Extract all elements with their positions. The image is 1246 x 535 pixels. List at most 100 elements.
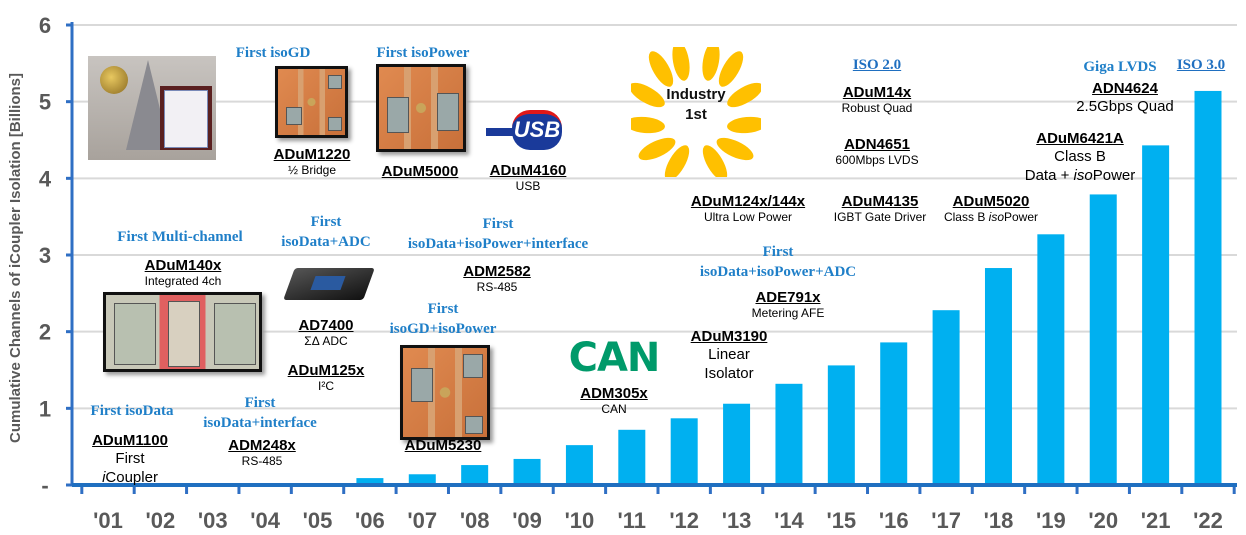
part-number[interactable]: ADuM125x bbox=[287, 362, 365, 379]
x-tick-label: '10 bbox=[565, 508, 595, 533]
industry-first-laurel-badge: Industry 1st bbox=[625, 41, 767, 181]
y-tick-labels: - 1 2 3 4 5 6 bbox=[39, 13, 52, 498]
can-logo: CAN bbox=[568, 335, 661, 381]
part-number[interactable]: ADuM5020 bbox=[952, 193, 1030, 210]
heading-line: isoData+ADC bbox=[281, 234, 371, 250]
part-number[interactable]: ADM248x bbox=[228, 437, 296, 454]
product-description: Data + isoPower bbox=[1024, 167, 1136, 184]
part-number[interactable]: ADuM5230 bbox=[404, 437, 482, 454]
product-callout: ADuM14x Robust Quad bbox=[842, 84, 913, 116]
bar-20 bbox=[1089, 194, 1117, 485]
bar-15 bbox=[827, 365, 855, 485]
part-number[interactable]: ADuM6421A bbox=[1036, 130, 1124, 147]
product-description: RS-485 bbox=[476, 280, 518, 294]
heading-line: isoData+isoPower+ADC bbox=[699, 264, 857, 280]
italic-prefix: i bbox=[102, 469, 106, 486]
x-tick-label: '19 bbox=[1036, 508, 1066, 533]
product-callout: ADM248x RS-485 bbox=[228, 437, 296, 469]
product-description: First bbox=[115, 450, 145, 467]
product-callout: ADuM4160 USB bbox=[490, 162, 567, 194]
product-description: 600Mbps LVDS bbox=[835, 153, 919, 167]
product-description: Robust Quad bbox=[841, 101, 913, 115]
bar-17 bbox=[932, 310, 960, 485]
part-number[interactable]: ADE791x bbox=[755, 289, 821, 306]
product-callout: ADM305x CAN bbox=[580, 385, 648, 417]
part-number[interactable]: ADN4651 bbox=[844, 136, 910, 153]
chip-image-adum5230 bbox=[400, 345, 490, 440]
x-tick-label: '05 bbox=[303, 508, 333, 533]
callout-heading: First isoGD+isoPower bbox=[390, 299, 497, 339]
x-tick-label: '02 bbox=[146, 508, 176, 533]
product-description: Class B bbox=[1054, 148, 1106, 165]
part-number[interactable]: ADuM4160 bbox=[489, 162, 567, 179]
x-tick-label: '12 bbox=[669, 508, 699, 533]
y-tick-label: - bbox=[41, 473, 48, 498]
part-number[interactable]: ADuM124x/144x bbox=[690, 193, 806, 210]
part-number[interactable]: ADuM1100 bbox=[92, 432, 168, 449]
bar-09 bbox=[513, 458, 541, 485]
part-number[interactable]: ADuM4135 bbox=[841, 193, 919, 210]
x-tick-label: '07 bbox=[407, 508, 437, 533]
part-number[interactable]: ADuM14x bbox=[842, 84, 912, 101]
y-tick-label: 4 bbox=[39, 166, 52, 191]
badge-text: Industry 1st bbox=[631, 85, 761, 125]
part-number[interactable]: ADuM1220 bbox=[273, 146, 351, 163]
part-number[interactable]: ADuM3190 bbox=[690, 328, 768, 345]
heading-line: isoGD+isoPower bbox=[389, 321, 497, 337]
product-description: 2.5Gbps Quad bbox=[1076, 98, 1174, 115]
heading-line: First isoData bbox=[90, 403, 174, 419]
product-callout: ADuM3190 Linear Isolator bbox=[691, 328, 768, 383]
x-tick-label: '04 bbox=[250, 508, 280, 533]
y-axis-title: Cumulative Channels of iCoupler Isolatio… bbox=[7, 73, 24, 443]
bars bbox=[356, 90, 1222, 485]
product-description: Ultra Low Power bbox=[703, 210, 793, 224]
bar-12 bbox=[670, 418, 698, 485]
callout-heading[interactable]: ISO 2.0 bbox=[853, 55, 901, 75]
y-tick-label: 2 bbox=[39, 320, 51, 345]
badge-line: 1st bbox=[685, 106, 707, 123]
product-description: I²C bbox=[317, 379, 334, 393]
bar-13 bbox=[723, 403, 751, 485]
part-number[interactable]: ADuM5000 bbox=[381, 163, 459, 180]
heading-line: First bbox=[244, 395, 276, 411]
callout-heading: First isoData+interface bbox=[203, 393, 317, 433]
chip-image-adum1220 bbox=[275, 66, 348, 138]
y-tick-label: 3 bbox=[39, 243, 51, 268]
heading-line: First bbox=[427, 301, 459, 317]
heading-line: First bbox=[310, 214, 342, 230]
product-description: Class B isoPower bbox=[943, 210, 1039, 224]
x-tick-label: '13 bbox=[722, 508, 752, 533]
part-number[interactable]: ADM305x bbox=[580, 385, 648, 402]
part-number[interactable]: ADuM140x bbox=[144, 257, 222, 274]
product-callout: ADuM4135 IGBT Gate Driver bbox=[828, 193, 932, 225]
x-tick-label: '22 bbox=[1193, 508, 1223, 533]
product-description: USB bbox=[515, 179, 541, 193]
bar-16 bbox=[880, 342, 908, 485]
bar-21 bbox=[1142, 145, 1170, 485]
part-number[interactable]: ADM2582 bbox=[463, 263, 531, 280]
product-description: IGBT Gate Driver bbox=[833, 210, 927, 224]
product-callout: ADM2582 RS-485 bbox=[463, 263, 531, 295]
heading-line: isoData+isoPower+interface bbox=[407, 236, 589, 252]
product-description: Metering AFE bbox=[751, 306, 825, 320]
product-callout: ADuM5230 bbox=[405, 437, 482, 454]
heading-line: First isoGD bbox=[235, 45, 311, 61]
product-callout: ADuM5000 bbox=[382, 163, 459, 180]
part-number[interactable]: AD7400 bbox=[298, 317, 354, 334]
bar-06 bbox=[356, 478, 384, 485]
callout-heading: First Multi-channel bbox=[117, 227, 242, 247]
callout-heading: Giga LVDS bbox=[1083, 57, 1156, 77]
product-callout: ADuM5020 Class B isoPower bbox=[944, 193, 1038, 225]
y-tick-label: 6 bbox=[39, 13, 51, 38]
heading-line: First Multi-channel bbox=[117, 229, 243, 245]
product-description: Linear bbox=[708, 346, 750, 363]
bar-08 bbox=[461, 465, 489, 485]
part-number[interactable]: ADN4624 bbox=[1092, 80, 1158, 97]
italic-prefix: iso bbox=[988, 210, 1005, 224]
heading-line: ISO 2.0 bbox=[852, 57, 902, 73]
x-tick-label: '20 bbox=[1088, 508, 1118, 533]
product-callout: ADE791x Metering AFE bbox=[752, 289, 825, 321]
callout-heading[interactable]: ISO 3.0 bbox=[1177, 55, 1225, 75]
heading-line: Giga LVDS bbox=[1083, 59, 1157, 75]
